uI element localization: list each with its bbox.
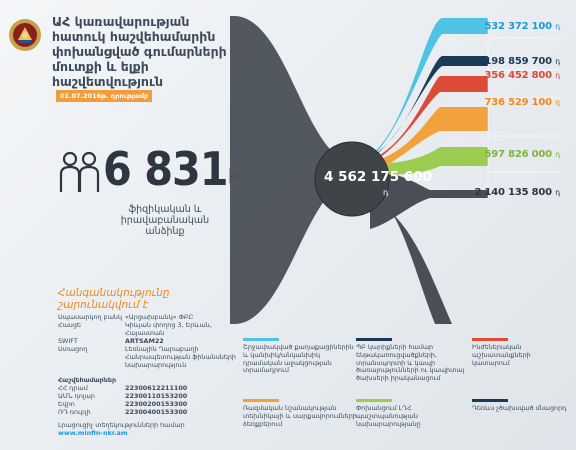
legend-text: ՊԲ կարիքների համար ենթակառուցվածքների, տ… [356,343,465,383]
address-label: Հասցե [58,321,81,329]
website-link[interactable]: www.minfin-nkr.am [58,429,128,437]
account-number: 22300110153200 [125,392,188,400]
donation-heading: Հանգանակությունը շարունակվում է [58,287,170,311]
legend-swatch [356,399,392,402]
info-label: Լրացուցիչ տեղեկությունների համար [58,421,185,429]
account-label: ԱՄՆ դոլար [58,392,95,400]
legend-swatch [472,399,508,402]
account-number: 22300612211100 [125,384,188,392]
legend-item: Փոխանցում ԼՂՀ պաշտպանության նախարարությա… [356,399,471,428]
legend-item: Դեռևս չծախսված մնացորդ [472,399,567,413]
legend-text: Շրջափակված քաղաքացիներին և կանխիկ/անկանխ… [243,343,354,375]
account-number: 22300200153300 [125,400,188,408]
accounts-title: Հաշվեհամարներ [58,376,117,384]
address-value: Կիևյան փողոց 3, Երևան, Հայաստան [125,321,212,337]
outflow-tail [370,189,452,324]
coat-of-arms-icon [9,19,41,51]
outflow-navy [370,56,488,160]
outflow-green [370,147,488,176]
legend-text: Դեռևս չծախսված մնացորդ [472,404,567,412]
outflow-unspent [370,169,488,229]
recipient-value: Լեռնային Ղարաբաղի Հանրապետության ֆինանսն… [125,345,236,369]
outflow-value: 2 140 135 800 դ [474,187,560,198]
date-badge: 01.07.2016թ. դրությամբ [56,90,153,102]
legend-item: ՊԲ կարիքների համար ենթակառուցվածքների, տ… [356,338,471,383]
swift-value: ARTSAM22 [125,337,164,345]
legend-text: Ինժեներական աշխատանքների կատարում [472,343,531,367]
flow-diagram [230,16,560,324]
outflow-blue [370,18,488,160]
inflow-shape [230,16,335,324]
legend-text: Ռազմական նշանակության տեխնիկայի և սարքավ… [243,404,357,428]
account-label: ՀՀ դրամ [58,384,88,392]
page-title: ԱՀ կառավարության հատուկ հաշվեհամարին փոխ… [52,14,227,89]
swift-label: SWIFT [58,337,78,345]
bank-value: «Արցախբանկ» ՓԲԸ [125,313,194,321]
outflow-value: 597 826 000 դ [484,149,561,160]
account-number: 22300400153300 [125,408,188,416]
bank-label: Սպասարկող բանկ [58,313,123,321]
outflow-value: 736 529 100 դ [484,97,561,108]
people-icon [59,151,100,192]
legend-item: Ռազմական նշանակության տեխնիկայի և սարքավ… [243,399,358,428]
total-currency: դ [383,188,389,197]
account-label: ՌԴ ռուբլի [58,408,91,416]
participant-count: 6 831 [103,142,229,196]
legend-swatch [243,399,279,402]
bank-details: Սպասարկող բանկ «Արցախբանկ» ՓԲԸ Հասցե Կիևյա… [58,313,238,416]
account-label: Եվրո [58,400,75,408]
legend-swatch [243,338,279,341]
legend-swatch [356,338,392,341]
outflow-value: 198 859 700 դ [484,56,561,67]
legend-item: Շրջափակված քաղաքացիներին և կանխիկ/անկանխ… [243,338,358,375]
legend-item: Ինժեներական աշխատանքների կատարում [472,338,567,367]
outflow-value: 532 372 100 դ [484,21,561,32]
recipient-label: Ստացող [58,345,88,353]
outflow-red [370,76,488,164]
total-amount: 4 562 175 600 [324,169,433,185]
legend-text: Փոխանցում ԼՂՀ պաշտպանության նախարարությա… [356,404,421,428]
outflow-value: 356 452 800 դ [484,70,561,81]
info-block: Լրացուցիչ տեղեկությունների համար www.min… [58,421,238,437]
outflow-orange [370,107,488,174]
legend-swatch [472,338,508,341]
participant-subtitle: ֆիզիկական և իրավաբանական անձինք [120,204,210,237]
center-circle [314,141,390,217]
